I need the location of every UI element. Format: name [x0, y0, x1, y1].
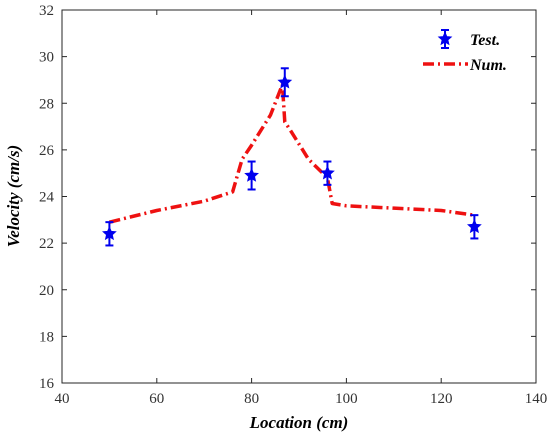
y-tick-label: 26 — [39, 143, 55, 159]
legend: Test. Num. — [423, 29, 507, 74]
y-tick-label: 16 — [39, 376, 55, 392]
star-marker — [277, 74, 293, 89]
star-marker — [320, 165, 335, 180]
star-marker — [102, 226, 117, 241]
axis-ticks: 40 60 80 100 120 140 16 18 20 22 24 26 28 30 32 — [39, 3, 547, 407]
plot-area — [61, 9, 537, 384]
legend-star-marker — [437, 31, 453, 46]
y-tick-label: 22 — [39, 236, 54, 252]
y-tick-label: 30 — [39, 50, 54, 66]
star-marker — [244, 167, 259, 182]
y-tick-label: 24 — [39, 190, 55, 206]
star-marker — [467, 219, 482, 234]
y-tick-label: 20 — [39, 283, 54, 299]
y-tick-label: 32 — [39, 3, 54, 19]
legend-item-num: Num. — [423, 57, 507, 74]
test-data-point — [244, 160, 259, 191]
x-tick-label: 100 — [335, 391, 358, 407]
legend-label-num: Num. — [469, 57, 507, 74]
y-axis-label: Velocity (cm/s) — [4, 145, 23, 247]
x-tick-label: 140 — [525, 391, 548, 407]
legend-label-test: Test. — [470, 32, 500, 49]
x-tick-label: 60 — [149, 391, 164, 407]
y-tick-label: 18 — [39, 329, 54, 345]
test-data-point — [467, 214, 482, 240]
legend-item-test: Test. — [437, 29, 500, 49]
test-data-point — [320, 160, 335, 186]
x-tick-label: 40 — [55, 391, 70, 407]
y-tick-label: 28 — [39, 96, 54, 112]
test-data-point — [102, 221, 117, 247]
test-data-point — [277, 67, 293, 98]
x-tick-label: 120 — [430, 391, 453, 407]
x-tick-label: 80 — [244, 391, 259, 407]
x-axis-label: Location (cm) — [249, 413, 349, 432]
series-layer — [102, 67, 482, 247]
num-series-line — [108, 82, 475, 224]
